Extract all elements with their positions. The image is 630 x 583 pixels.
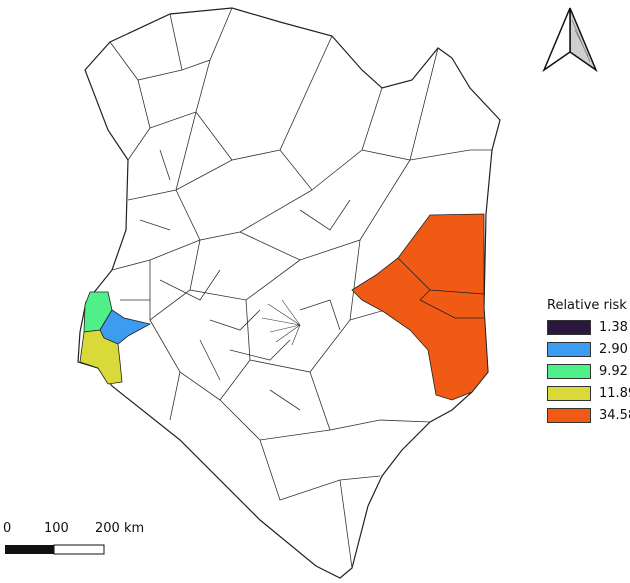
legend-swatch xyxy=(547,407,591,423)
north-arrow-icon xyxy=(542,7,598,73)
legend-label: 11.89 xyxy=(599,385,630,401)
legend-swatch xyxy=(547,319,591,335)
region-risk-34-58 xyxy=(351,213,489,401)
scale-bar xyxy=(5,544,105,555)
region-risk-11-89 xyxy=(79,329,123,385)
scale-label-200: 200 km xyxy=(95,521,145,536)
legend-label: 9.92 xyxy=(599,363,628,379)
legend-swatch xyxy=(547,385,591,401)
legend-entry: 1.38 xyxy=(547,317,630,337)
legend-entry: 9.92 xyxy=(547,361,630,381)
district-boundaries xyxy=(109,7,492,569)
legend-entry: 11.89 xyxy=(547,383,630,403)
legend-label: 1.38 xyxy=(599,319,628,335)
scale-label-0: 0 xyxy=(3,521,12,536)
legend-label: 2.90 xyxy=(599,341,628,357)
legend-swatch xyxy=(547,341,591,357)
region-risk-34-58-subdivisions xyxy=(397,257,485,319)
legend-title: Relative risk xyxy=(547,298,627,313)
legend-swatch xyxy=(547,363,591,379)
legend-entry: 2.90 xyxy=(547,339,630,359)
legend-entry: 34.58 xyxy=(547,405,630,425)
legend: Relative risk 1.38 2.90 9.92 11.89 34.58 xyxy=(547,298,630,427)
boundary-cluster xyxy=(261,299,301,346)
scale-label-100: 100 xyxy=(44,521,69,536)
legend-label: 34.58 xyxy=(599,407,630,423)
